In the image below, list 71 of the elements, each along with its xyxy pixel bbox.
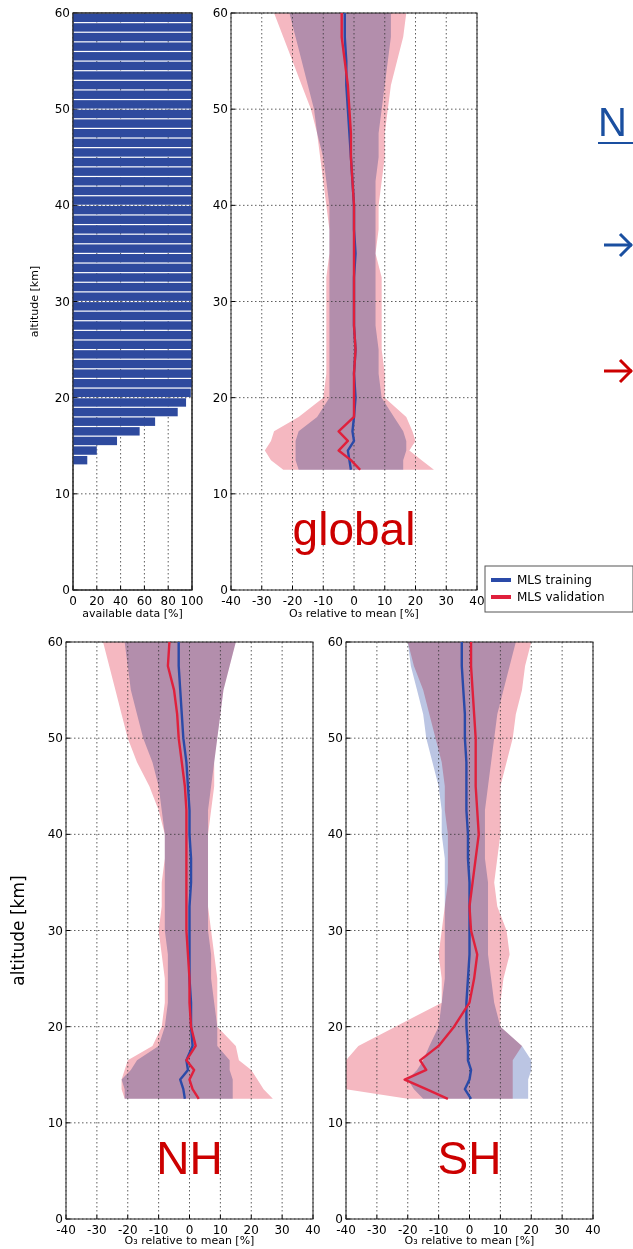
y-axis-title: altitude [km] bbox=[8, 875, 28, 986]
y-tick-label: 40 bbox=[212, 198, 228, 213]
y-tick-label: 20 bbox=[54, 390, 70, 405]
x-tick-label: -30 bbox=[251, 594, 272, 608]
x-tick-label: 0 bbox=[465, 1223, 474, 1237]
x-tick-label: 20 bbox=[243, 1223, 259, 1237]
x-tick-label: -10 bbox=[428, 1223, 449, 1237]
y-tick-label: 0 bbox=[55, 1212, 63, 1226]
y-tick-label: 50 bbox=[212, 102, 228, 117]
x-axis-title: O₃ relative to mean [%] bbox=[404, 1234, 535, 1247]
x-axis-title: available data [%] bbox=[82, 607, 183, 620]
y-tick-label: 60 bbox=[327, 635, 343, 649]
x-tick-label: 30 bbox=[554, 1223, 570, 1237]
x-tick-label: -30 bbox=[367, 1223, 387, 1237]
x-tick-label: 20 bbox=[89, 594, 105, 608]
annotation: SH bbox=[437, 1132, 502, 1184]
x-tick-label: -20 bbox=[282, 594, 303, 608]
y-tick-label: 10 bbox=[212, 486, 228, 501]
annotation: NH bbox=[156, 1132, 223, 1184]
x-tick-label: 0 bbox=[350, 594, 358, 608]
y-tick-label: 0 bbox=[220, 583, 228, 597]
x-tick-label: -20 bbox=[117, 1223, 138, 1237]
legend-label: MLS validation bbox=[517, 590, 605, 604]
x-tick-label: 100 bbox=[180, 594, 204, 608]
x-axis-title: O₃ relative to mean [%] bbox=[289, 607, 419, 620]
legend-label: MLS training bbox=[517, 573, 592, 587]
x-tick-label: 60 bbox=[136, 594, 153, 608]
y-tick-label: 10 bbox=[327, 1115, 343, 1130]
y-tick-label: 30 bbox=[54, 294, 70, 309]
y-tick-label: 20 bbox=[327, 1019, 343, 1034]
x-tick-label: 30 bbox=[274, 1223, 290, 1237]
x-tick-label: 80 bbox=[160, 594, 176, 608]
y-tick-label: 0 bbox=[335, 1212, 343, 1226]
y-tick-label: 50 bbox=[54, 102, 70, 117]
y-tick-label: 50 bbox=[327, 731, 343, 746]
x-tick-label: 40 bbox=[112, 594, 129, 608]
annotation: global bbox=[292, 503, 416, 555]
y-tick-label: 20 bbox=[47, 1019, 63, 1034]
x-tick-label: 40 bbox=[305, 1223, 321, 1237]
x-tick-label: -10 bbox=[148, 1223, 169, 1237]
y-tick-label: 40 bbox=[54, 198, 70, 213]
x-tick-label: 10 bbox=[377, 594, 393, 608]
y-tick-label: 20 bbox=[212, 390, 228, 405]
y-tick-label: 10 bbox=[47, 1115, 63, 1130]
x-tick-label: -10 bbox=[313, 594, 334, 608]
x-tick-label: -30 bbox=[87, 1223, 107, 1237]
x-axis-title: O₃ relative to mean [%] bbox=[124, 1234, 255, 1247]
y-axis-title: altitude [km] bbox=[28, 265, 41, 338]
x-tick-label: 20 bbox=[407, 594, 424, 608]
x-tick-label: -40 bbox=[56, 1223, 76, 1237]
y-tick-label: 0 bbox=[62, 583, 70, 597]
x-tick-label: 10 bbox=[492, 1223, 509, 1237]
x-tick-label: 40 bbox=[469, 594, 485, 608]
x-tick-label: 30 bbox=[438, 594, 454, 608]
y-tick-label: 10 bbox=[54, 486, 70, 501]
x-tick-label: 40 bbox=[585, 1223, 601, 1237]
x-tick-label: 20 bbox=[523, 1223, 539, 1237]
y-tick-label: 40 bbox=[47, 827, 63, 842]
text: N bbox=[598, 100, 627, 144]
x-tick-label: 0 bbox=[185, 1223, 194, 1237]
y-tick-label: 60 bbox=[54, 6, 70, 20]
y-tick-label: 30 bbox=[212, 294, 228, 309]
x-tick-label: -20 bbox=[397, 1223, 418, 1237]
y-tick-label: 30 bbox=[327, 923, 343, 938]
x-tick-label: -40 bbox=[336, 1223, 356, 1237]
y-tick-label: 30 bbox=[47, 923, 63, 938]
x-tick-label: -40 bbox=[221, 594, 241, 608]
y-tick-label: 60 bbox=[212, 6, 228, 20]
y-tick-label: 40 bbox=[327, 827, 343, 842]
y-tick-label: 60 bbox=[47, 635, 63, 649]
y-tick-label: 50 bbox=[47, 731, 63, 746]
